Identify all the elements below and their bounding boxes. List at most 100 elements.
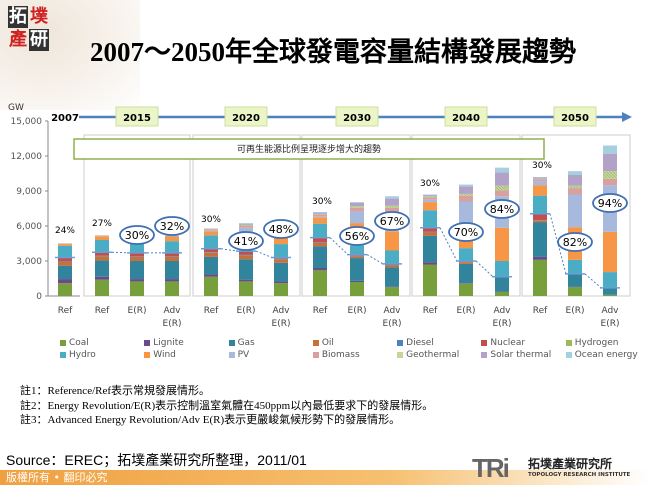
brand-name-en: TOPOLOGY RESEARCH INSTITUTE bbox=[528, 472, 631, 478]
annotation-box bbox=[73, 138, 545, 160]
bar-segment-hydro bbox=[459, 248, 473, 261]
bar-segment-solar-thermal bbox=[423, 195, 437, 197]
bar-segment-coal bbox=[95, 279, 109, 296]
renewable-share-label: 41% bbox=[234, 235, 258, 248]
bar-segment-ocean-energy bbox=[568, 171, 582, 175]
bar-segment-coal bbox=[495, 291, 509, 296]
legend-label: Hydrogen bbox=[574, 338, 619, 348]
legend-item: Hydrogen bbox=[565, 338, 650, 348]
bar-segment-nuclear bbox=[533, 213, 547, 221]
year-label: 2040 bbox=[452, 113, 480, 124]
bar-segment-pv bbox=[204, 230, 218, 232]
legend-swatch bbox=[565, 352, 572, 358]
bar-segment-gas bbox=[603, 287, 617, 295]
bar-segment-coal bbox=[350, 282, 364, 296]
y-tick-label: 15,000 bbox=[11, 117, 43, 127]
renewable-share-label: 30% bbox=[201, 215, 221, 225]
bar-segment-solar-thermal bbox=[603, 153, 617, 172]
bar-segment-wind bbox=[533, 185, 547, 196]
bar-segment-lignite bbox=[95, 276, 109, 280]
bar-segment-pv bbox=[459, 201, 473, 223]
legend-label: Nuclear bbox=[490, 338, 526, 348]
bar-segment-biomass bbox=[459, 195, 473, 202]
bar-segment-geothermal bbox=[495, 185, 509, 191]
x-category-label: Ref bbox=[533, 306, 548, 316]
legend-item: Diesel bbox=[397, 338, 481, 348]
legend-swatch bbox=[60, 340, 66, 346]
legend-label: Solar thermal bbox=[490, 350, 552, 360]
bar-segment-coal bbox=[603, 294, 617, 296]
bar-segment-coal bbox=[423, 264, 437, 296]
bar-segment-ocean-energy bbox=[313, 212, 327, 213]
bar-segment-oil bbox=[165, 256, 179, 261]
legend-label: PV bbox=[237, 350, 250, 360]
bar-segment-oil bbox=[423, 232, 437, 236]
bar-segment-wind bbox=[165, 236, 179, 242]
footer-bar: 版權所有 • 翻印必究 bbox=[0, 470, 650, 485]
bar-segment-coal bbox=[165, 281, 179, 296]
bar-segment-biomass bbox=[313, 214, 327, 217]
x-category-label: E(R) bbox=[566, 306, 585, 316]
y-tick-label: 9,000 bbox=[16, 187, 42, 197]
legend-label: Coal bbox=[69, 338, 89, 348]
legend-swatch bbox=[60, 352, 66, 358]
bar-segment-coal bbox=[130, 281, 144, 296]
bar-segment-lignite bbox=[350, 280, 364, 282]
bar-segment-solar-thermal bbox=[495, 172, 509, 186]
x-category-label: Adv bbox=[493, 306, 511, 316]
legend-swatch bbox=[397, 352, 404, 358]
bar-segment-solar-thermal bbox=[239, 223, 253, 225]
bar-segment-coal bbox=[385, 287, 399, 296]
legend-item: Coal bbox=[60, 338, 144, 348]
share-ellipse bbox=[484, 199, 520, 219]
bar-segment-hydro bbox=[204, 235, 218, 249]
legend-swatch bbox=[312, 340, 319, 346]
legend-label: Ocean energy bbox=[574, 350, 638, 360]
bar-segment-solar-thermal bbox=[459, 186, 473, 194]
logo-char: 墣 bbox=[30, 6, 48, 27]
bar-segment-hydro bbox=[495, 261, 509, 277]
x-category-label: Adv bbox=[163, 306, 181, 316]
bar-segment-oil bbox=[313, 242, 327, 247]
legend-label: Oil bbox=[321, 338, 334, 348]
renewable-share-label: 30% bbox=[532, 161, 552, 171]
bar-segment-diesel bbox=[385, 264, 399, 266]
bar-segment-oil bbox=[95, 256, 109, 261]
page-title: 2007～2050年全球發電容量結構發展趨勢 bbox=[90, 37, 576, 67]
bar-segment-biomass bbox=[568, 188, 582, 195]
year-box bbox=[115, 106, 159, 127]
x-category-label: E(R) bbox=[493, 319, 512, 329]
legend-swatch bbox=[481, 340, 488, 346]
bar-segment-geothermal bbox=[350, 206, 364, 208]
bar-segment-diesel bbox=[313, 242, 327, 243]
x-category-label: Ref bbox=[95, 306, 110, 316]
logo: 拓 墣 產 研 bbox=[8, 6, 50, 54]
bar-segment-solar-thermal bbox=[313, 212, 327, 214]
legend-item: Ocean energy bbox=[565, 350, 650, 360]
bar-segment-hydro bbox=[58, 245, 72, 258]
bar-segment-gas bbox=[495, 277, 509, 292]
share-ellipse bbox=[263, 219, 299, 239]
renewable-share-label: 48% bbox=[269, 223, 293, 236]
year-box bbox=[335, 106, 379, 127]
legend-item: Oil bbox=[312, 338, 397, 348]
legend-swatch bbox=[144, 340, 151, 346]
bar-segment-diesel bbox=[239, 254, 253, 256]
bar-segment-ocean-energy bbox=[350, 202, 364, 203]
bar-segment-coal bbox=[204, 276, 218, 296]
bar-segment-lignite bbox=[204, 274, 218, 277]
bar-segment-geothermal bbox=[313, 213, 327, 215]
bar-segment-hydro bbox=[568, 259, 582, 274]
renewable-share-label: 30% bbox=[312, 197, 332, 207]
legend-swatch bbox=[481, 352, 488, 358]
bar-segment-ocean-energy bbox=[533, 177, 547, 178]
renewable-share-label: 30% bbox=[125, 229, 149, 242]
bar-segment-lignite bbox=[385, 286, 399, 288]
year-label: 2020 bbox=[232, 113, 260, 124]
bar-segment-gas bbox=[130, 261, 144, 280]
bar-segment-ocean-energy bbox=[385, 196, 399, 199]
legend-label: Gas bbox=[237, 338, 255, 348]
non-renewable-connector bbox=[475, 260, 494, 278]
share-ellipse bbox=[339, 226, 375, 246]
legend-swatch bbox=[397, 340, 404, 346]
